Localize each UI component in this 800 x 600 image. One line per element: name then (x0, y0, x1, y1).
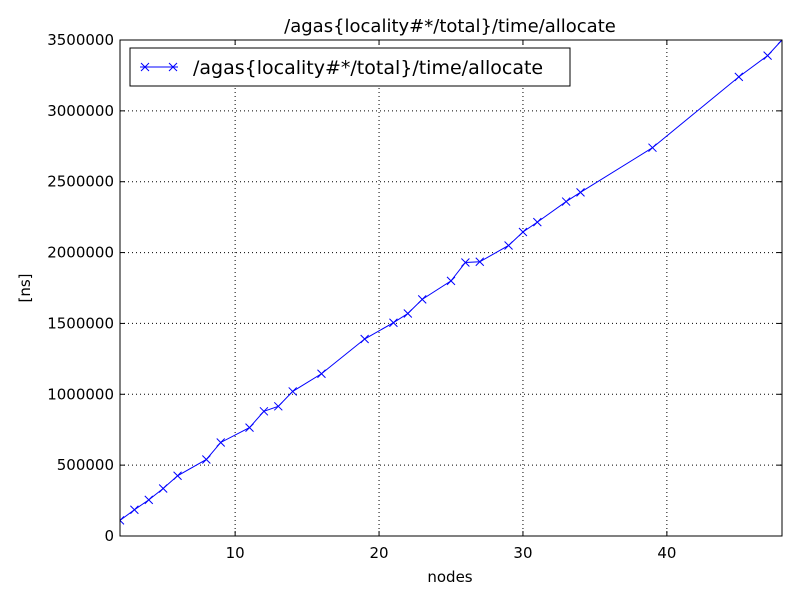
data-point-marker (120, 516, 125, 525)
data-point-marker (389, 318, 398, 328)
y-tick-label: 3500000 (47, 31, 114, 49)
series-line (120, 40, 782, 521)
y-tick-label: 3000000 (47, 102, 114, 120)
data-point-marker (245, 423, 254, 432)
series-layer (120, 40, 782, 525)
data-point-marker (216, 438, 226, 447)
data-point-marker (561, 197, 571, 206)
y-tick-labels: 0 500000 1000000 1500000 2000000 2500000 30000… (47, 31, 114, 545)
x-axis-label: nodes (427, 568, 472, 586)
y-tick-label: 1000000 (47, 385, 114, 403)
data-point-marker (360, 334, 370, 344)
data-point-marker (144, 495, 154, 505)
y-tick-label: 500000 (57, 456, 114, 474)
data-point-marker (130, 505, 139, 515)
y-tick-label: 1500000 (47, 314, 114, 332)
data-point-marker (763, 51, 772, 60)
grid-lines (120, 40, 782, 536)
legend: /agas{locality#*/total}/time/allocate (129, 47, 571, 87)
data-point-marker (576, 187, 585, 197)
data-point-marker (648, 143, 657, 153)
data-point-marker (288, 387, 298, 396)
data-point-marker (475, 257, 485, 267)
y-tick-label: 0 (104, 527, 114, 545)
chart-title: /agas{locality#*/total}/time/allocate (284, 16, 616, 37)
data-point-marker (403, 309, 413, 318)
y-axis-label: [ns] (16, 273, 34, 302)
x-tick-label: 40 (657, 544, 676, 562)
data-point-marker (158, 484, 168, 493)
data-point-marker (532, 217, 542, 227)
data-point-marker (446, 276, 456, 286)
legend-label: /agas{locality#*/total}/time/allocate (193, 57, 543, 79)
data-point-marker (201, 455, 211, 464)
axis-ticks (120, 39, 782, 537)
data-point-marker (317, 369, 326, 379)
y-tick-label: 2000000 (47, 244, 114, 262)
data-point-marker (417, 294, 427, 304)
data-point-marker (777, 40, 782, 45)
x-tick-labels: 10 20 30 40 (226, 544, 677, 562)
data-point-marker (173, 471, 182, 481)
y-tick-label: 2500000 (47, 173, 114, 191)
plot-area-frame (119, 39, 783, 537)
data-point-marker (273, 401, 283, 411)
data-point-marker (259, 406, 269, 416)
legend-marker-sample (140, 62, 178, 72)
x-tick-label: 30 (513, 544, 532, 562)
data-point-marker (518, 227, 528, 237)
x-tick-label: 10 (226, 544, 245, 562)
data-point-marker (461, 258, 470, 267)
data-point-marker (504, 241, 513, 250)
legend-box (129, 47, 571, 87)
data-point-marker (734, 72, 744, 82)
x-tick-label: 20 (369, 544, 388, 562)
